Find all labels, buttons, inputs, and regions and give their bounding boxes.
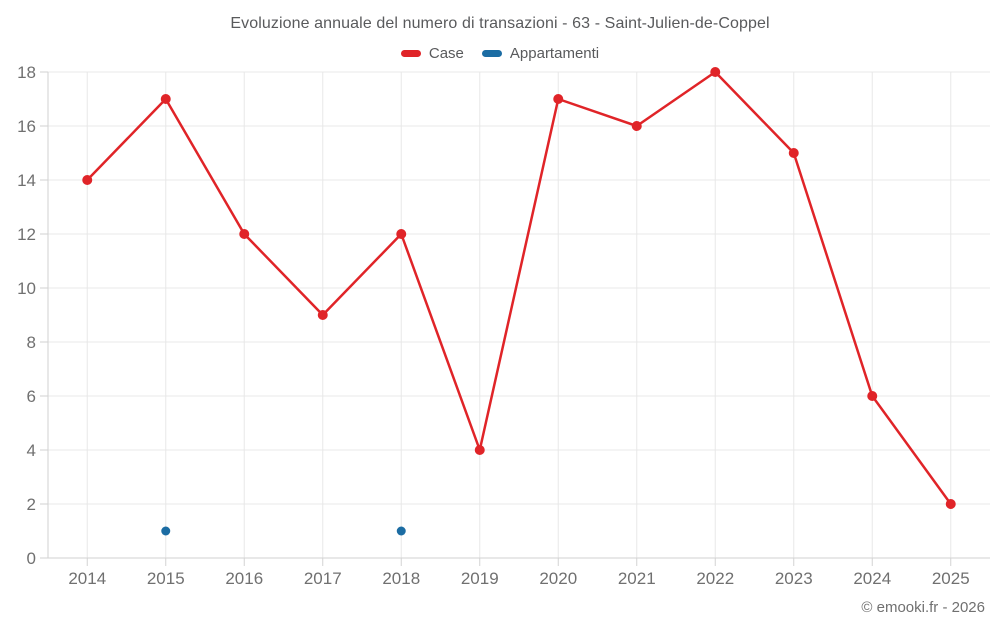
legend-item-case[interactable]: Case <box>400 44 464 62</box>
point-appartamenti-2015[interactable] <box>161 526 171 536</box>
point-case-2022[interactable] <box>710 67 721 77</box>
x-tick-label: 2019 <box>461 569 499 588</box>
x-tick-label: 2018 <box>382 569 420 588</box>
x-tick-label: 2021 <box>618 569 656 588</box>
point-case-2017[interactable] <box>317 310 328 320</box>
y-tick-label: 2 <box>27 495 36 514</box>
y-tick-label: 0 <box>27 549 36 568</box>
chart-legend: Case Appartamenti <box>0 43 1000 63</box>
x-tick-label: 2020 <box>539 569 577 588</box>
x-tick-label: 2024 <box>853 569 891 588</box>
point-case-2015[interactable] <box>160 94 171 104</box>
point-case-2025[interactable] <box>945 499 956 509</box>
y-tick-label: 18 <box>17 63 36 82</box>
x-tick-label: 2022 <box>696 569 734 588</box>
y-tick-label: 10 <box>17 279 36 298</box>
point-appartamenti-2018[interactable] <box>396 526 406 536</box>
x-tick-label: 2015 <box>147 569 185 588</box>
point-case-2018[interactable] <box>396 229 407 239</box>
chart-title: Evoluzione annuale del numero di transaz… <box>230 15 770 32</box>
legend-label: Appartamenti <box>509 44 600 62</box>
point-case-2023[interactable] <box>788 148 799 158</box>
y-tick-label: 12 <box>17 225 36 244</box>
legend-label: Case <box>428 44 464 62</box>
x-tick-label: 2014 <box>68 569 106 588</box>
series-line-case <box>86 70 952 506</box>
legend-marker-case <box>400 49 421 57</box>
legend-marker-appartamenti <box>481 49 502 57</box>
point-case-2024[interactable] <box>867 391 878 401</box>
point-case-2019[interactable] <box>474 445 485 455</box>
point-case-2021[interactable] <box>631 121 642 131</box>
x-tick-label: 2017 <box>304 569 342 588</box>
y-tick-label: 4 <box>27 441 36 460</box>
y-tick-label: 16 <box>17 117 36 136</box>
x-tick-label: 2025 <box>932 569 970 588</box>
point-case-2020[interactable] <box>553 94 564 104</box>
legend-item-appartamenti[interactable]: Appartamenti <box>481 44 600 62</box>
point-case-2016[interactable] <box>239 229 250 239</box>
y-tick-label: 14 <box>17 171 36 190</box>
point-case-2014[interactable] <box>82 175 93 185</box>
y-tick-label: 8 <box>27 333 36 352</box>
copyright-footer: © emooki.fr - 2026 <box>861 599 985 616</box>
x-tick-label: 2016 <box>225 569 263 588</box>
y-tick-label: 6 <box>27 387 36 406</box>
x-tick-label: 2023 <box>775 569 813 588</box>
